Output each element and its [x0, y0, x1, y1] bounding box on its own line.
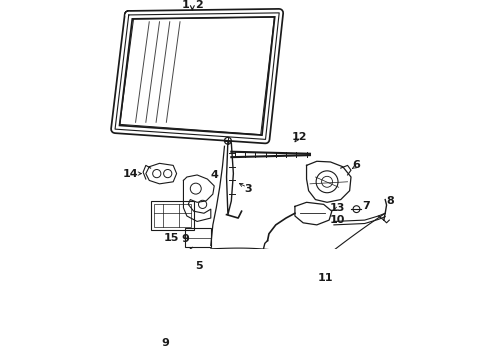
- Text: 10: 10: [330, 215, 345, 225]
- Text: 13: 13: [330, 203, 345, 213]
- Text: 6: 6: [352, 161, 361, 170]
- Text: 11: 11: [317, 273, 333, 283]
- Text: 4: 4: [210, 170, 218, 180]
- Text: 12: 12: [292, 132, 307, 141]
- Text: 14: 14: [123, 168, 139, 179]
- Text: 9: 9: [182, 234, 190, 244]
- Text: 2: 2: [196, 0, 203, 10]
- Bar: [154, 204, 191, 227]
- Text: 7: 7: [362, 201, 370, 211]
- Text: 9: 9: [161, 338, 169, 347]
- Bar: [151, 201, 194, 230]
- Text: 15: 15: [164, 233, 179, 243]
- Bar: [185, 228, 211, 247]
- Text: 3: 3: [245, 184, 252, 194]
- Text: 5: 5: [196, 261, 203, 271]
- Text: 1: 1: [182, 0, 189, 10]
- Text: 8: 8: [387, 196, 394, 206]
